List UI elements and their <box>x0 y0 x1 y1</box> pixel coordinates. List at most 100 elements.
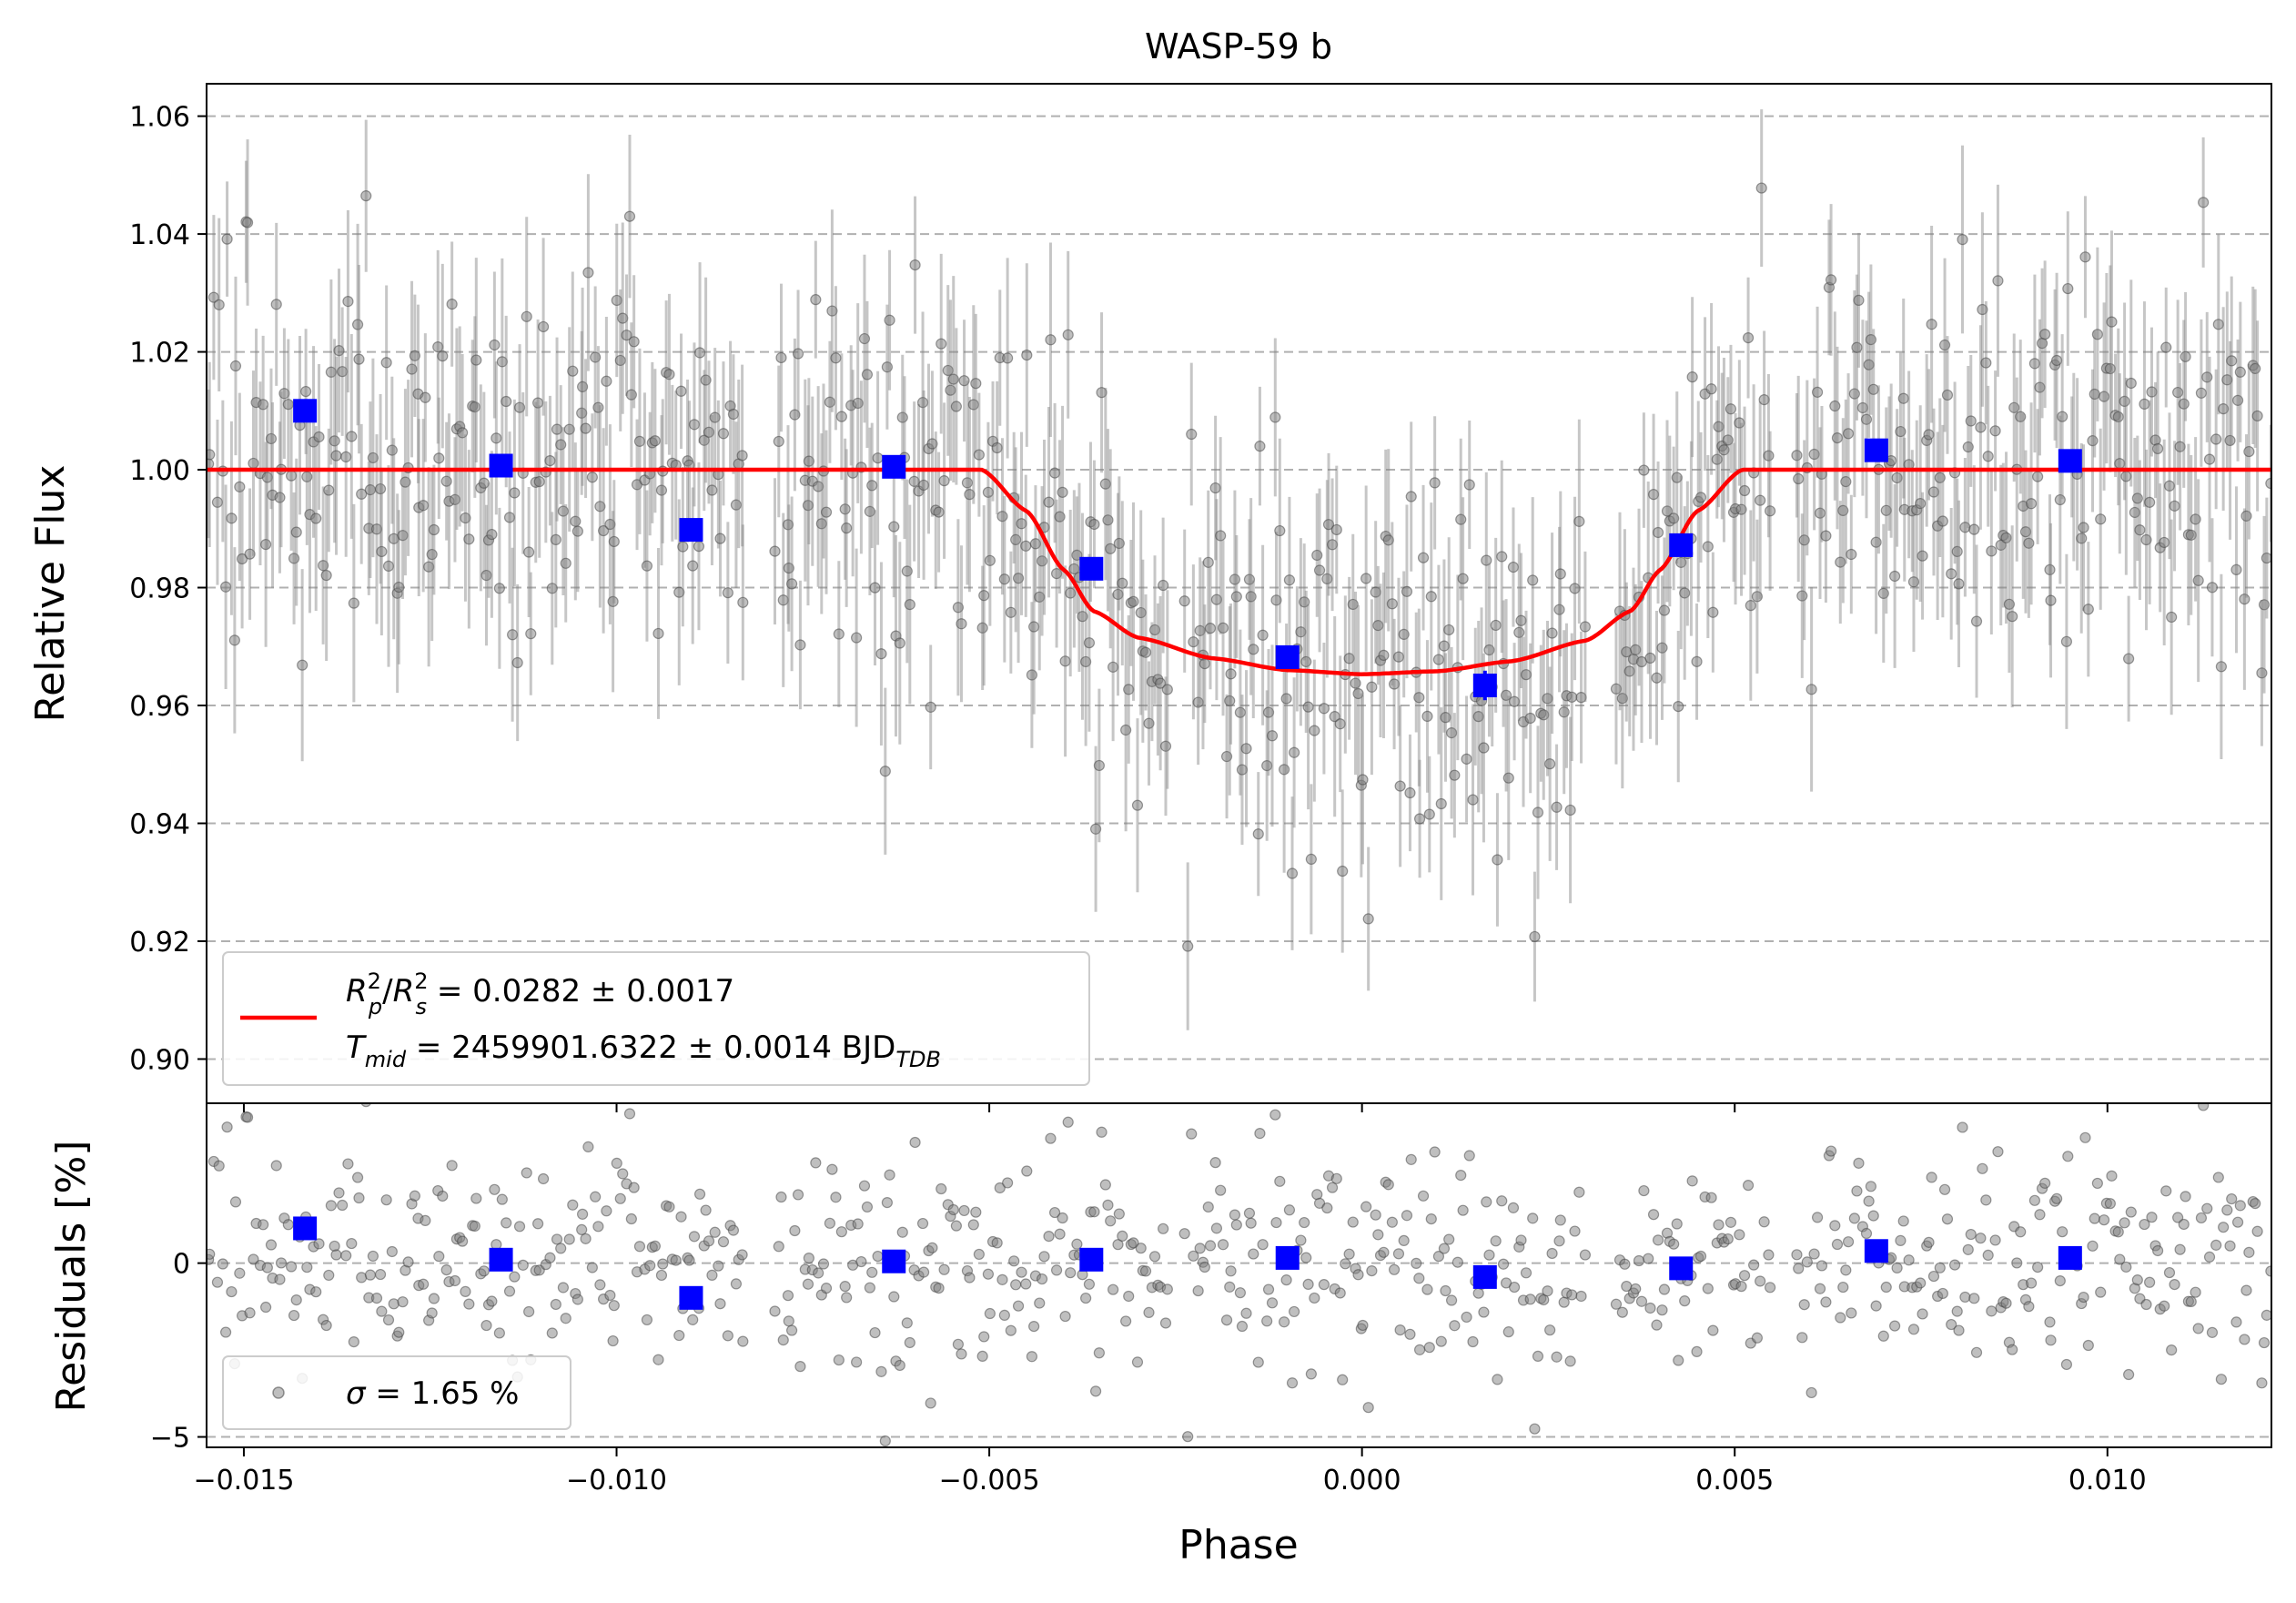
raw-point <box>265 432 278 445</box>
raw-point <box>544 455 556 467</box>
residual-point <box>1445 1294 1458 1306</box>
residual-point <box>614 1192 626 1204</box>
raw-point <box>2034 381 2046 393</box>
raw-point <box>258 399 269 411</box>
residual-point <box>478 1265 490 1277</box>
raw-point <box>1318 703 1330 715</box>
residual-point <box>775 1191 787 1203</box>
main-legend: R2 p/R2 s = 0.0282 ± 0.0017 Tmid = 2459901… <box>222 951 1090 1086</box>
residual-point <box>2198 1103 2210 1111</box>
residual-point <box>1633 1254 1645 1267</box>
raw-point <box>1860 413 1873 425</box>
raw-point <box>1405 491 1417 502</box>
raw-point <box>1026 669 1038 681</box>
residual-point <box>1252 1356 1264 1368</box>
residual-point <box>1038 1251 1050 1263</box>
raw-point <box>1159 740 1172 752</box>
raw-point <box>655 484 668 496</box>
residual-point <box>1113 1208 1125 1220</box>
raw-point <box>1796 590 1808 602</box>
raw-point <box>1630 644 1642 655</box>
residual-point <box>2159 1300 2170 1312</box>
raw-point <box>592 401 604 413</box>
raw-point <box>717 428 730 440</box>
residual-point <box>2051 1192 2063 1204</box>
residual-point <box>826 1163 838 1175</box>
raw-point <box>826 305 838 317</box>
residual-point <box>2015 1226 2027 1238</box>
raw-point <box>1204 623 1217 634</box>
residual-point <box>2062 1151 2074 1162</box>
residual-point <box>1245 1217 1257 1229</box>
residual-point <box>211 1276 224 1288</box>
raw-point <box>1065 587 1077 599</box>
residual-point <box>1870 1300 1882 1312</box>
raw-point <box>833 628 845 640</box>
residual-point <box>950 1220 962 1232</box>
residual-point <box>418 1278 430 1290</box>
raw-point <box>576 407 588 419</box>
residual-point <box>1461 1311 1472 1324</box>
residual-point <box>244 1307 256 1319</box>
raw-point <box>2060 635 2073 647</box>
raw-point <box>1229 573 1241 585</box>
residual-x-ticks: −0.015 −0.010 −0.005 0.000 0.005 0.010 <box>193 1103 2147 1496</box>
raw-point <box>1289 746 1300 758</box>
residual-point <box>1965 1228 1977 1241</box>
raw-point <box>1254 441 1266 452</box>
raw-point <box>813 481 824 492</box>
raw-point <box>1891 472 1903 484</box>
residual-point <box>1647 1209 1660 1221</box>
raw-point <box>1021 349 1033 361</box>
raw-point <box>1977 303 1988 316</box>
residual-point <box>2120 1261 2132 1273</box>
binned-residual-point <box>1864 1239 1888 1263</box>
raw-point <box>1989 425 2001 437</box>
residual-point <box>1497 1258 1510 1270</box>
raw-point <box>1965 415 1977 427</box>
residual-point <box>1093 1347 1105 1359</box>
raw-point <box>1280 693 1292 705</box>
residual-point <box>1877 1330 1889 1342</box>
residual-point <box>2057 1226 2068 1238</box>
residual-point <box>2011 1257 2023 1269</box>
residual-point <box>918 1266 930 1278</box>
raw-point <box>1370 586 1381 598</box>
raw-point <box>1057 486 1068 498</box>
residual-point <box>1248 1248 1259 1260</box>
raw-point <box>2218 403 2230 415</box>
raw-point <box>2163 480 2176 492</box>
raw-point <box>1123 684 1135 695</box>
residual-point <box>1417 1190 1430 1202</box>
residual-point <box>555 1243 567 1254</box>
raw-point <box>1178 595 1190 607</box>
residual-point <box>1527 1212 1539 1224</box>
raw-point <box>621 330 632 341</box>
residual-point <box>1083 1278 1096 1290</box>
residual-point <box>440 1263 452 1276</box>
residual-point <box>706 1269 718 1281</box>
raw-point <box>1382 534 1394 546</box>
residual-point <box>909 1136 921 1149</box>
residual-point <box>226 1285 238 1298</box>
raw-point <box>869 582 881 594</box>
residual-point <box>973 1248 985 1261</box>
main-y-ticks: 0.90 0.92 0.94 0.96 0.98 1.00 1.02 1.04 1.06 <box>129 102 207 1076</box>
residual-point <box>675 1211 687 1223</box>
x-tick-label: 0.000 <box>1323 1465 1401 1496</box>
residual-point <box>1553 1235 1565 1247</box>
raw-point <box>351 319 364 330</box>
residual-point <box>437 1190 449 1202</box>
raw-point <box>577 380 589 392</box>
residual-point <box>1915 1277 1927 1289</box>
residual-point <box>1326 1182 1339 1193</box>
residual-point <box>2195 1212 2208 1224</box>
raw-point <box>550 533 561 546</box>
raw-point <box>1002 352 1014 364</box>
residual-point <box>1321 1202 1333 1214</box>
raw-point <box>1820 530 1832 542</box>
raw-point <box>260 539 272 551</box>
raw-point <box>970 378 982 390</box>
binned-point <box>1275 644 1300 669</box>
raw-point <box>1455 513 1467 525</box>
